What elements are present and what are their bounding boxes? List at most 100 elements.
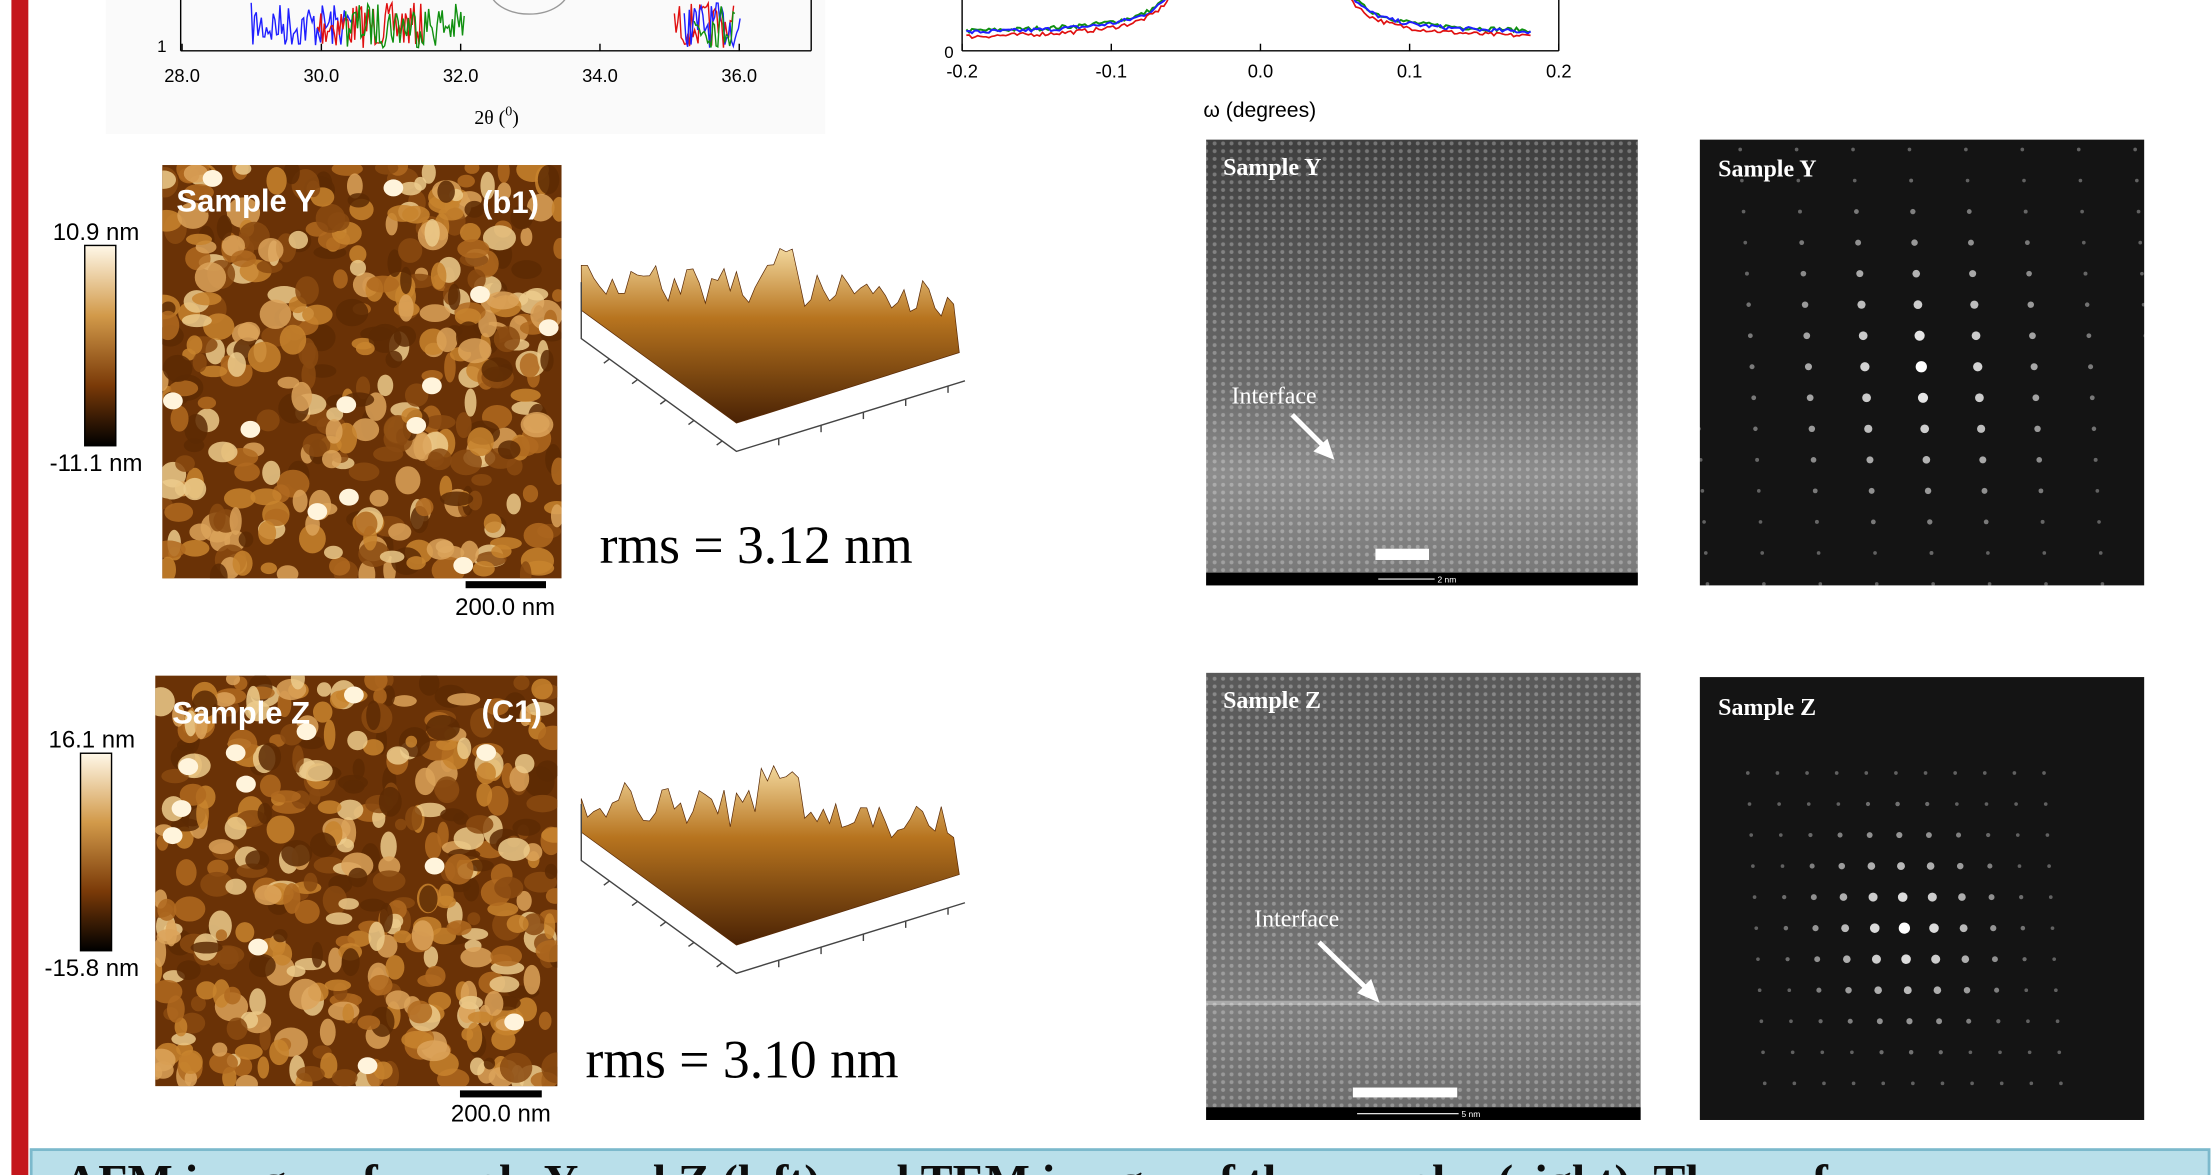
diffraction-spot (2036, 457, 2042, 463)
diffraction-spot (2133, 148, 2137, 152)
diffraction-spot (1931, 582, 1935, 586)
afm-grain (260, 775, 281, 798)
afm-grain (225, 879, 246, 895)
diffraction-spot (1799, 240, 1804, 245)
diffraction-spot (2080, 210, 2084, 214)
sample-label: Sample Z (1223, 688, 1321, 714)
diffraction-spot (1868, 862, 1876, 870)
diffraction-spot (1845, 987, 1851, 993)
afm-grain (457, 239, 489, 258)
afm-grain (414, 177, 426, 191)
tem-lattice (1206, 140, 1638, 573)
diffraction-spot (1958, 893, 1966, 901)
afm-grain (494, 326, 520, 352)
afm-grain (191, 942, 223, 954)
afm-grain (400, 267, 412, 294)
diffraction-spot (1684, 179, 1688, 183)
diffraction-spot (1986, 551, 1990, 555)
diffraction-spot (2049, 895, 2053, 899)
diffraction-spot (1789, 1019, 1793, 1023)
diffraction-spot (1798, 210, 1802, 214)
afm-grain (375, 161, 398, 175)
diffraction-spot (1992, 956, 1998, 962)
diffraction-spot (1928, 893, 1937, 902)
diffraction-spot (1869, 488, 1875, 494)
diffraction-spot (2059, 1081, 2063, 1085)
diffraction-spot (2042, 771, 2046, 775)
diffraction-spot (1956, 833, 1961, 838)
afm-grain (551, 504, 563, 527)
diffraction-spot (1818, 1019, 1822, 1023)
diffraction-spot (1851, 148, 1855, 152)
diffraction-spot (1697, 427, 1701, 431)
surface-tick (717, 963, 723, 967)
afm-bright-grain (358, 1057, 378, 1074)
diffraction-spot (1916, 361, 1927, 372)
diffraction-spot (1953, 771, 1957, 775)
afm-3d-surface (581, 249, 965, 452)
afm-grain (338, 898, 359, 910)
afm-grain (419, 885, 437, 912)
afm-grain (226, 673, 240, 686)
afm-grain (395, 466, 420, 494)
diffraction-spot (2028, 301, 2034, 307)
afm-bright-grain (172, 800, 192, 817)
afm-grain (386, 990, 411, 1009)
afm-grain (227, 1017, 248, 1040)
diffraction-spot (1962, 955, 1970, 963)
afm-grain (446, 920, 471, 935)
diffraction-spot (2057, 1050, 2061, 1054)
diffraction-spot (2079, 179, 2083, 183)
diffraction-spot (1782, 895, 1786, 899)
diffraction-spot (1839, 863, 1845, 869)
page: { "xrd_plot": { "yticks": ["1"], "xticks… (0, 0, 2212, 1175)
afm-grain (427, 539, 455, 560)
diffraction-spot (1969, 1050, 1973, 1054)
afm-grain (225, 817, 247, 840)
afm-3d-surface (581, 766, 965, 973)
afm-grain (174, 896, 206, 921)
afm-grain (539, 1012, 552, 1030)
diffraction-spot (1815, 520, 1819, 524)
diffraction-spot (2046, 833, 2050, 837)
afm-grain (291, 382, 312, 411)
y-tick-label: 1 (157, 37, 166, 56)
afm-grain (434, 780, 459, 801)
x-tick-label: 36.0 (721, 65, 757, 86)
diffraction-spot (1972, 331, 1981, 340)
panel-label: (C1) (481, 694, 541, 729)
afm-grain (160, 557, 176, 583)
afm-grain (233, 551, 253, 576)
afm-grain (195, 262, 226, 292)
afm-grain (258, 1056, 270, 1078)
afm-grain (486, 291, 519, 309)
afm-grain (310, 832, 336, 857)
diffraction-spot (1920, 424, 1929, 433)
diffraction-spot (2149, 427, 2153, 431)
afm-grain (209, 839, 234, 854)
afm-grain (355, 511, 378, 536)
diffraction-spot (1816, 988, 1821, 993)
afm-grain (175, 455, 195, 472)
afm-grain (425, 832, 442, 860)
afm-grain (439, 207, 464, 221)
afm-grain (395, 819, 407, 831)
diffraction-spot (1756, 957, 1760, 961)
afm-grain (262, 461, 280, 485)
afm-grain (212, 1043, 227, 1057)
diffraction-spot (1927, 519, 1932, 524)
diffraction-panel-z: Sample Z (1700, 677, 2144, 1120)
xrd-plot: 1 2θ (0) 28.030.032.034.036.0 (106, 0, 825, 134)
diffraction-panel-y: Sample Y (1682, 140, 2161, 586)
diffraction-spot (1840, 893, 1848, 901)
afm-grain (507, 494, 521, 515)
afm-grain (277, 565, 299, 582)
diffraction-spot (1911, 239, 1917, 245)
diffraction-spot (1906, 1018, 1912, 1024)
afm-grain (541, 827, 569, 843)
afm-bright-grain (476, 744, 496, 761)
diffraction-spot (1901, 954, 1911, 964)
afm-grain (258, 521, 276, 545)
diffraction-spot (2135, 179, 2139, 183)
diffraction-spot (2044, 582, 2048, 586)
